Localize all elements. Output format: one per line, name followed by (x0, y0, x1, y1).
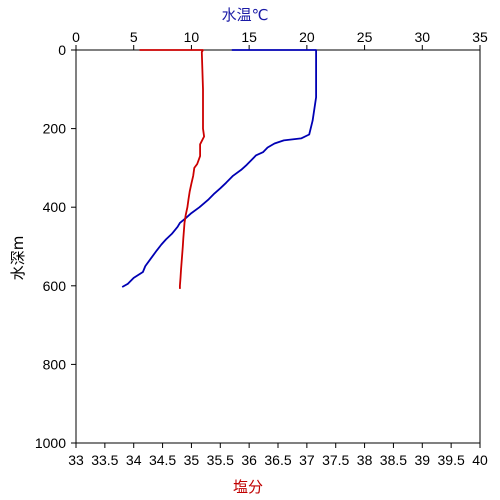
bottom-tick-label: 39.5 (438, 452, 465, 468)
bottom-tick-label: 33 (68, 452, 84, 468)
bottom-tick-label: 38.5 (380, 452, 407, 468)
top-tick-label: 25 (357, 29, 373, 45)
bottom-tick-label: 37 (299, 452, 315, 468)
top-tick-label: 5 (130, 29, 138, 45)
top-tick-label: 0 (72, 29, 80, 45)
y-axis-title: 水深m (9, 236, 27, 281)
bottom-tick-label: 36 (241, 452, 257, 468)
y-tick-label: 400 (43, 199, 67, 215)
y-tick-label: 200 (43, 121, 67, 137)
top-tick-label: 20 (299, 29, 315, 45)
top-axis-ticks: 0 5 10 15 20 25 30 35 (72, 29, 488, 50)
bottom-axis-title: 塩分 (233, 478, 263, 496)
bottom-tick-label: 34.5 (149, 452, 176, 468)
top-tick-label: 10 (184, 29, 200, 45)
bottom-axis-ticks: 33 33.5 34 34.5 35 35.5 36 36.5 37 37.5 38 38.5 39 39… (68, 443, 488, 468)
y-tick-label: 800 (43, 356, 67, 372)
plot-frame (75, 49, 481, 444)
series-layer (121, 49, 318, 289)
bottom-tick-label: 35.5 (207, 452, 234, 468)
y-tick-label: 1000 (35, 435, 66, 451)
top-axis-title: 水温℃ (222, 6, 269, 24)
y-tick-label: 0 (58, 42, 66, 58)
bottom-tick-label: 38 (357, 452, 373, 468)
bottom-tick-label: 40 (472, 452, 488, 468)
bottom-tick-label: 37.5 (322, 452, 349, 468)
y-axis-ticks: 0 200 400 600 800 1000 (35, 42, 76, 451)
y-tick-label: 600 (43, 278, 67, 294)
bottom-tick-label: 36.5 (264, 452, 291, 468)
top-tick-label: 30 (414, 29, 430, 45)
bottom-tick-label: 34 (126, 452, 142, 468)
top-tick-label: 35 (472, 29, 488, 45)
salinity-line (139, 49, 206, 289)
bottom-tick-label: 39 (414, 452, 430, 468)
bottom-tick-label: 33.5 (91, 452, 118, 468)
water-temperature-line (121, 49, 318, 288)
top-tick-label: 15 (241, 29, 257, 45)
bottom-tick-label: 35 (184, 452, 200, 468)
